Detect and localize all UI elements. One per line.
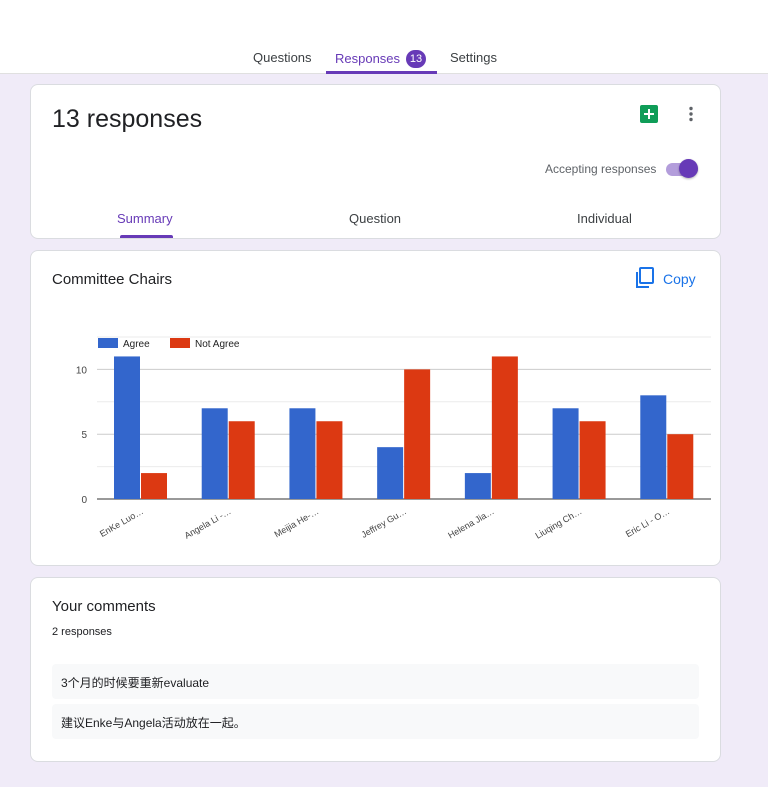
question-title: Committee Chairs [52,271,173,288]
bar-not-agree [141,473,167,499]
comment-item: 3个月的时候要重新evaluate [52,664,699,699]
bar-not-agree [491,356,518,499]
copy-chart-button[interactable]: Copy [634,266,704,292]
top-bar: Questions Responses 13 Settings [0,0,768,74]
google-sheets-icon[interactable] [640,105,658,123]
x-tick-label: Liuqing Ch… [534,506,584,541]
legend-label: Not Agree [195,339,240,350]
x-tick-label: Angela Li -… [183,506,233,541]
bar-not-agree [667,434,694,499]
tab-responses-label: Responses [335,51,401,66]
subtab-question[interactable]: Question [349,211,402,226]
copy-icon [636,267,654,288]
bar-agree [552,408,579,499]
subtab-individual[interactable]: Individual [577,211,632,226]
form-tabs: Questions Responses 13 Settings [0,40,768,74]
subtab-active-indicator [120,235,173,238]
x-tick-label: Helena Jia… [446,506,496,540]
bar-agree [289,408,316,499]
comments-response-count: 2 responses [52,626,112,638]
responses-summary-card: 13 responses Accepting responses Summary… [30,84,721,239]
legend-swatch [170,338,190,348]
responses-count-badge: 13 [406,50,427,68]
tab-settings[interactable]: Settings [450,50,497,65]
question-chart-card: Committee Chairs Copy 0 5 10 EnKe Luo… Angel… [30,250,721,566]
accepting-responses-label: Accepting responses [545,162,657,176]
legend-swatch [98,338,118,348]
bar-not-agree [316,421,343,499]
bar-agree [464,473,491,499]
bar-not-agree [228,421,255,499]
x-tick-label: Meijia He-… [273,506,321,539]
bar-chart: 0 5 10 EnKe Luo… Angela Li -… Meijia He-… Jeff… [76,336,711,541]
x-tick-label: Jeffrey Gu… [360,506,409,540]
legend-label: Agree [123,339,150,350]
bar-not-agree [579,421,606,499]
tab-responses[interactable]: Responses 13 [326,40,437,74]
y-tick-label: 0 [81,495,87,506]
bar-agree [640,395,667,499]
more-vert-icon[interactable] [682,105,700,123]
subtab-summary[interactable]: Summary [117,211,173,226]
copy-label: Copy [663,271,696,287]
comments-card: Your comments 2 responses 3个月的时候要重新evalu… [30,577,721,762]
comments-question-title: Your comments [52,598,156,615]
x-tick-label: Eric Li - O… [624,506,671,539]
accepting-responses-toggle[interactable] [664,158,700,180]
toggle-knob [679,159,698,178]
bar-agree [377,447,404,499]
bar-not-agree [404,369,431,499]
bar-agree [114,356,140,499]
responses-count-title: 13 responses [52,105,203,133]
comment-item: 建议Enke与Angela活动放在一起。 [52,704,699,739]
y-tick-label: 10 [76,365,88,376]
bar-agree [201,408,228,499]
tab-questions[interactable]: Questions [253,50,312,65]
x-tick-label: EnKe Luo… [98,506,145,539]
y-tick-label: 5 [81,430,87,441]
